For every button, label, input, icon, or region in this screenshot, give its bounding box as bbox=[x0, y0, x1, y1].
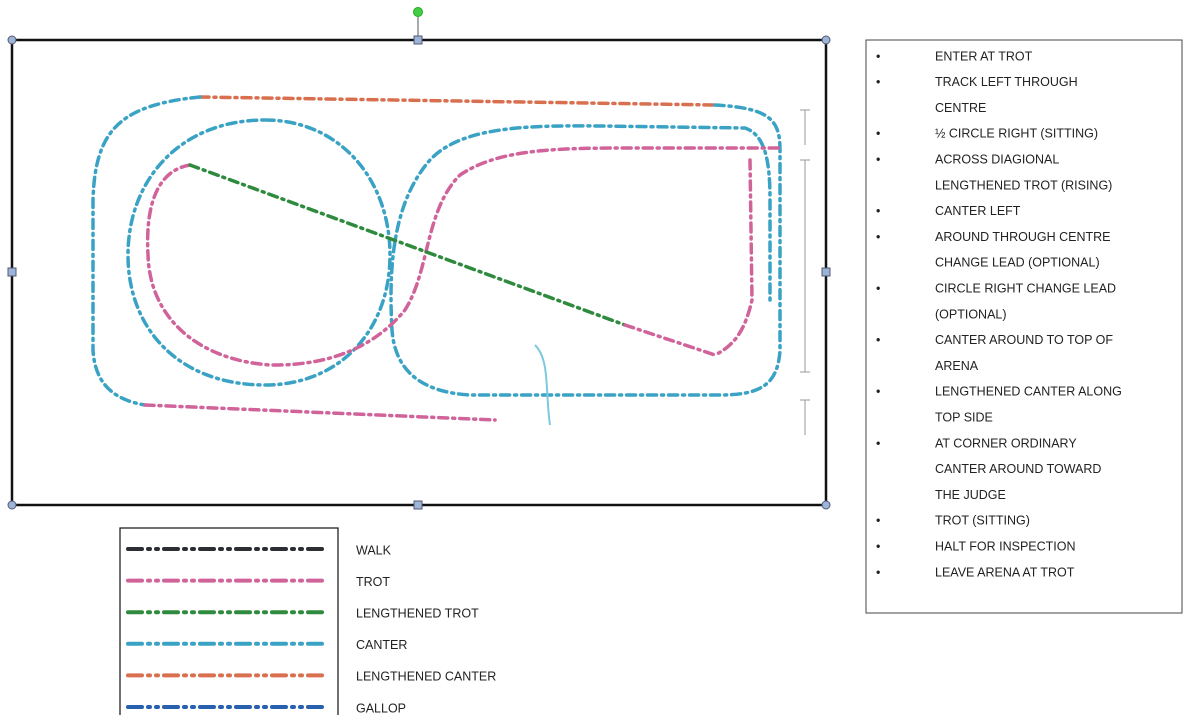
arena-image[interactable] bbox=[10, 38, 828, 507]
instruction-text: AT CORNER ORDINARY bbox=[935, 436, 1077, 450]
instruction-text: CANTER AROUND TOWARD bbox=[935, 462, 1101, 476]
bullet: • bbox=[876, 565, 880, 579]
bullet: • bbox=[876, 127, 880, 141]
bullet: • bbox=[876, 539, 880, 553]
canter-path bbox=[389, 103, 782, 397]
instruction-text: (OPTIONAL) bbox=[935, 307, 1007, 321]
trot-path bbox=[143, 403, 497, 422]
bullet: • bbox=[876, 75, 880, 89]
bullet: • bbox=[876, 436, 880, 450]
legend-label: LENGTHENED TROT bbox=[356, 606, 479, 620]
instruction-text: LENGTHENED TROT (RISING) bbox=[935, 178, 1112, 192]
instruction-text: ARENA bbox=[935, 359, 979, 373]
bullet: • bbox=[876, 281, 880, 295]
instruction-text: ½ CIRCLE RIGHT (SITTING) bbox=[935, 127, 1098, 141]
instruction-text: TROT (SITTING) bbox=[935, 514, 1030, 528]
bullet: • bbox=[876, 204, 880, 218]
instruction-text: ENTER AT TROT bbox=[935, 49, 1033, 63]
bullet: • bbox=[876, 514, 880, 528]
instruction-text: CANTER AROUND TO TOP OF bbox=[935, 333, 1113, 347]
legend-label: GALLOP bbox=[356, 701, 406, 715]
instructions: • ENTER AT TROT • TRACK LEFT THROUGH CENTRE •… bbox=[865, 39, 1183, 614]
instruction-text: CIRCLE RIGHT CHANGE LEAD bbox=[935, 281, 1116, 295]
legend-label: LENGTHENED CANTER bbox=[356, 670, 496, 684]
bullet: • bbox=[876, 49, 880, 63]
pen-mark bbox=[534, 344, 551, 426]
canter-path bbox=[126, 118, 392, 387]
legend-label: CANTER bbox=[356, 638, 407, 652]
instruction-text: THE JUDGE bbox=[935, 488, 1006, 502]
instructions-box bbox=[865, 39, 1183, 614]
instruction-text: TRACK LEFT THROUGH bbox=[935, 75, 1078, 89]
legend: WALK TROT LENGTHENED TROT CANTER LENGTHENED … bbox=[119, 527, 496, 715]
trot-path bbox=[623, 323, 717, 357]
instruction-text: LEAVE ARENA AT TROT bbox=[935, 565, 1075, 579]
bullet: • bbox=[876, 230, 880, 244]
canter-path bbox=[91, 95, 202, 407]
lengthened-trot-path bbox=[188, 163, 627, 327]
instruction-text: CENTRE bbox=[935, 101, 986, 115]
instruction-text: TOP SIDE bbox=[935, 410, 993, 424]
legend-box bbox=[119, 527, 339, 715]
selection-handles[interactable] bbox=[7, 7, 831, 510]
bullet: • bbox=[876, 385, 880, 399]
instruction-text: CHANGE LEAD (OPTIONAL) bbox=[935, 256, 1100, 270]
legend-label: WALK bbox=[356, 543, 392, 557]
ruler-marks bbox=[800, 109, 810, 435]
bullet: • bbox=[876, 152, 880, 166]
trot-path bbox=[713, 158, 754, 357]
instruction-text: LENGTHENED CANTER ALONG bbox=[935, 385, 1122, 399]
instruction-text: ACROSS DIAGIONAL bbox=[935, 152, 1059, 166]
bullet: • bbox=[876, 333, 880, 347]
trot-path bbox=[145, 146, 782, 367]
instruction-text: HALT FOR INSPECTION bbox=[935, 539, 1076, 553]
instruction-text: CANTER LEFT bbox=[935, 204, 1021, 218]
legend-label: TROT bbox=[356, 575, 390, 589]
instruction-text: AROUND THROUGH CENTRE bbox=[935, 230, 1110, 244]
lengthened-canter-path bbox=[198, 95, 717, 107]
